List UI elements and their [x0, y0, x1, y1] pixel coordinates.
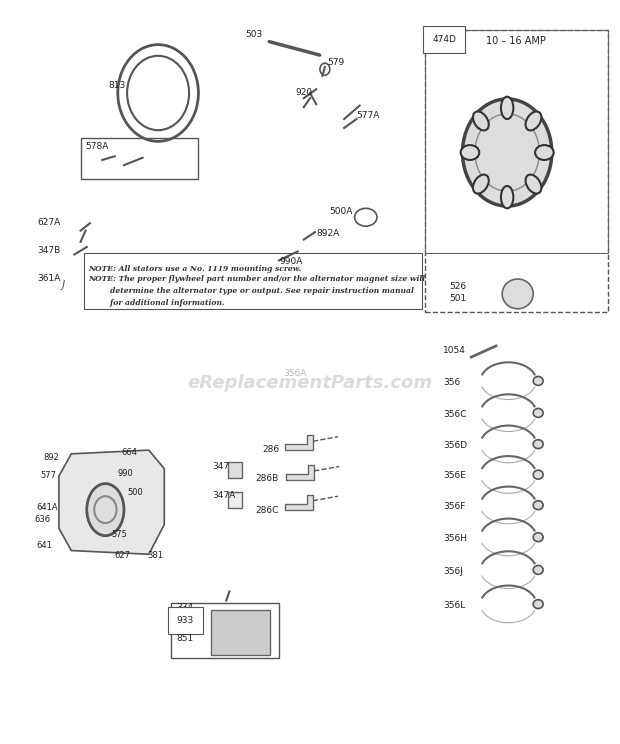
Ellipse shape [87, 484, 124, 536]
Text: 500: 500 [127, 488, 143, 497]
FancyBboxPatch shape [228, 492, 242, 508]
Text: 627A: 627A [37, 219, 60, 228]
Text: 347A: 347A [212, 492, 236, 501]
Text: 641: 641 [36, 542, 52, 551]
Text: 356D: 356D [443, 441, 467, 450]
Ellipse shape [526, 175, 541, 193]
Ellipse shape [533, 533, 543, 542]
Ellipse shape [533, 470, 543, 479]
Polygon shape [285, 495, 313, 510]
Text: NOTE: The proper flywheel part number and/or the alternator magnet size will: NOTE: The proper flywheel part number an… [89, 275, 426, 283]
Text: 813: 813 [108, 81, 126, 90]
Ellipse shape [501, 186, 513, 208]
Text: determine the alternator type or output. See repair instruction manual: determine the alternator type or output.… [89, 287, 414, 295]
Text: 526: 526 [450, 282, 467, 291]
Ellipse shape [501, 97, 513, 119]
Ellipse shape [502, 279, 533, 309]
Text: 664: 664 [121, 449, 137, 458]
Text: 286: 286 [262, 445, 279, 454]
Ellipse shape [533, 440, 543, 449]
Text: 933: 933 [177, 617, 194, 626]
Text: 356A: 356A [283, 369, 306, 378]
Text: 892: 892 [43, 453, 60, 462]
FancyBboxPatch shape [228, 462, 242, 478]
Ellipse shape [533, 376, 543, 385]
Text: 851: 851 [177, 635, 194, 644]
Text: 636: 636 [34, 516, 50, 525]
Text: 577A: 577A [356, 111, 379, 120]
Text: for additional information.: for additional information. [89, 299, 224, 307]
Text: 356: 356 [443, 378, 461, 387]
Ellipse shape [533, 600, 543, 609]
Text: 503: 503 [246, 31, 263, 39]
Text: 990: 990 [118, 469, 133, 478]
Text: 356F: 356F [443, 502, 466, 511]
Text: 1054: 1054 [443, 347, 466, 356]
Text: 356L: 356L [443, 601, 466, 610]
Text: 347: 347 [212, 462, 229, 471]
Text: 356H: 356H [443, 534, 467, 543]
Text: 381: 381 [148, 551, 164, 560]
Ellipse shape [535, 145, 554, 160]
Text: 892A: 892A [316, 229, 340, 238]
Text: 356E: 356E [443, 472, 466, 481]
FancyBboxPatch shape [211, 610, 270, 655]
Polygon shape [286, 465, 314, 480]
Text: 920: 920 [295, 89, 312, 97]
Text: J: J [62, 280, 65, 290]
Text: 334: 334 [177, 603, 194, 612]
Text: 347B: 347B [37, 246, 60, 255]
Text: 501: 501 [450, 294, 467, 303]
Text: NOTE: All stators use a No. 1119 mounting screw.: NOTE: All stators use a No. 1119 mountin… [89, 265, 302, 273]
Text: 990A: 990A [279, 257, 303, 266]
Text: eReplacementParts.com: eReplacementParts.com [187, 374, 433, 392]
Text: 641A: 641A [36, 503, 58, 512]
Text: 361A: 361A [37, 275, 61, 283]
Text: 286B: 286B [255, 475, 279, 484]
Ellipse shape [473, 112, 489, 130]
Ellipse shape [533, 565, 543, 574]
Ellipse shape [473, 175, 489, 193]
Text: 575: 575 [112, 530, 128, 539]
Text: 579: 579 [327, 59, 345, 68]
Text: 474D: 474D [432, 36, 456, 45]
Text: 578A: 578A [86, 142, 109, 151]
Polygon shape [285, 435, 313, 450]
Polygon shape [59, 450, 164, 554]
Text: 627: 627 [115, 551, 131, 560]
Ellipse shape [526, 112, 541, 130]
Ellipse shape [461, 145, 479, 160]
Text: 10 – 16 AMP: 10 – 16 AMP [486, 36, 546, 45]
Text: 356C: 356C [443, 410, 467, 419]
Ellipse shape [533, 408, 543, 417]
Ellipse shape [476, 115, 538, 190]
Text: 286C: 286C [255, 507, 279, 516]
Ellipse shape [533, 501, 543, 510]
Text: 500A: 500A [329, 207, 352, 216]
Text: 577: 577 [40, 471, 56, 480]
Ellipse shape [463, 99, 552, 206]
Text: 356J: 356J [443, 567, 463, 576]
